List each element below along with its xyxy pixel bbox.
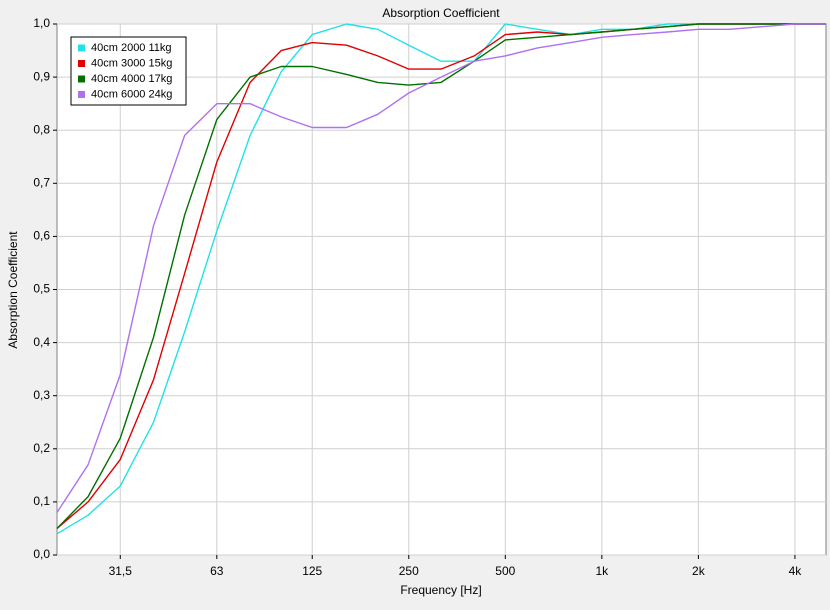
y-axis-label: Absorption Coefficient xyxy=(6,231,20,349)
legend-swatch xyxy=(78,91,85,98)
legend-box xyxy=(70,36,187,106)
x-tick-label: 2k xyxy=(692,564,706,578)
x-tick-label: 250 xyxy=(399,564,419,578)
x-axis-label: Frequency [Hz] xyxy=(400,583,481,597)
x-tick-label: 63 xyxy=(210,564,224,578)
y-tick-label: 0,4 xyxy=(33,335,50,349)
y-tick-label: 0,8 xyxy=(33,122,50,136)
legend-swatch xyxy=(78,75,85,83)
legend-swatch xyxy=(78,60,85,67)
y-tick-label: 0,7 xyxy=(33,175,50,189)
legend-label: 40cm 6000 24kg xyxy=(91,88,172,100)
chart-title: Absorption Coefficient xyxy=(382,6,500,20)
y-tick-label: 0,6 xyxy=(33,229,50,243)
x-tick-label: 500 xyxy=(495,564,515,578)
x-tick-label: 4k xyxy=(789,564,803,578)
y-tick-label: 0,0 xyxy=(33,547,50,561)
y-tick-label: 1,0 xyxy=(33,16,50,30)
series-line xyxy=(56,23,826,513)
series-line xyxy=(56,23,826,529)
x-tick-label: 125 xyxy=(302,564,322,578)
legend-label: 40cm 3000 15kg xyxy=(91,57,172,69)
y-tick-label: 0,1 xyxy=(33,494,50,508)
y-tick-label: 0,3 xyxy=(33,388,50,402)
y-tick-label: 0,5 xyxy=(33,282,50,296)
x-tick-label: 1k xyxy=(596,564,610,578)
x-tick-label: 31,5 xyxy=(109,564,133,578)
legend-swatch xyxy=(78,44,85,52)
legend-label: 40cm 2000 11kg xyxy=(91,42,172,54)
legend-label: 40cm 4000 17kg xyxy=(91,73,172,85)
y-tick-label: 0,9 xyxy=(33,69,50,83)
y-tick-label: 0,2 xyxy=(33,441,50,455)
